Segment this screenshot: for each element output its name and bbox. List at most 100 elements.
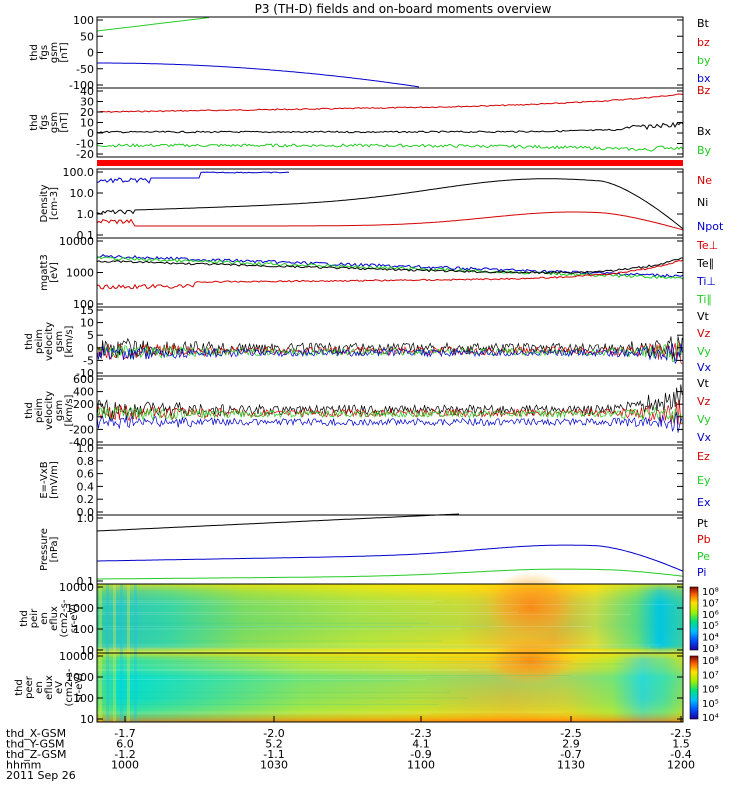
legend-pe: Pe (697, 550, 710, 563)
legend-te⊥: Te⊥ (696, 239, 718, 252)
panel-peer-data (97, 637, 683, 722)
y-axis-label: thd peim velocity gsm [km/s] (24, 391, 75, 430)
y-label-line: peir (29, 608, 40, 628)
series-vy (96, 341, 683, 363)
series-by (96, 17, 210, 32)
y-tick-label: 20 (80, 106, 94, 119)
panel-frame (96, 168, 684, 239)
y-label-line: peim (34, 329, 45, 354)
colorbar-tick-label: 10⁵ (702, 699, 719, 710)
legend-bz: Bz (697, 84, 711, 97)
y-tick-label: 0.4 (77, 480, 95, 493)
legend-bz: bz (697, 36, 710, 49)
panel-frame (96, 16, 684, 89)
y-label-line: Density (39, 184, 50, 222)
y-tick-label: 0.2 (77, 493, 95, 506)
y-tick-label: 600 (73, 373, 94, 386)
panel-fgs: 100 50 0 -50 -100 thd fgs gsm [nT] Bt bz by bx (29, 14, 711, 92)
y-label-line: fgs (39, 115, 50, 130)
x-tick-label: -2.3 (410, 727, 431, 740)
legend-pi: Pi (697, 566, 706, 579)
y-label-line: [km/s] (64, 394, 75, 426)
y-tick-label: -100 (69, 79, 94, 92)
panel-temp: 10000 1000 100 mgatt3 [eV] Te⊥ Te∥ Ti⊥ Ti∥ (39, 235, 718, 311)
legend-ti∥: Ti∥ (696, 293, 712, 306)
series-vz (96, 340, 683, 365)
y-tick-label: -5 (83, 354, 94, 367)
y-label-line: [cm-3] (49, 187, 60, 220)
y-tick-label: 1000 (66, 267, 94, 280)
y-label-line: [nT] (59, 112, 70, 132)
y-label-line: thd (29, 44, 40, 61)
spectrogram-column (120, 584, 123, 653)
y-label-line: eV (54, 681, 65, 694)
legend-bt: Bt (697, 17, 710, 30)
colorbar-tick-label: 10⁶ (702, 610, 719, 621)
y-tick-label: 100 (73, 623, 94, 636)
y-tick-label: 100.0 (63, 166, 95, 179)
series-ti-par (96, 256, 684, 280)
y-label-line: Pressure (39, 528, 50, 571)
spectrogram-column (106, 584, 109, 653)
series-npot (96, 171, 290, 184)
y-label-line: eflux (44, 675, 55, 700)
y-tick-label: 0 (87, 127, 94, 140)
series-pi (97, 544, 684, 572)
y-label-line: thd (24, 402, 35, 419)
y-tick-label: -10 (76, 138, 94, 151)
y-tick-label: 100 (73, 14, 94, 27)
y-label-line: (cm2-s- (64, 668, 75, 706)
y-axis-label: Density [cm-3] (39, 184, 60, 222)
spectrogram-column (113, 584, 116, 653)
data-gap-bar (97, 160, 683, 166)
panel-frame (96, 652, 684, 723)
y-tick-label: 50 (80, 30, 94, 43)
x-tick-label: 1000 (111, 759, 139, 772)
y-label-line: en (34, 681, 45, 694)
x-tick-label: -2.5 (670, 727, 691, 740)
legend-ne: Ne (697, 174, 712, 187)
colorbar-tick-label: 10⁸ (702, 656, 719, 667)
y-label-line: thd (24, 333, 35, 350)
x-axis-table: -1.76.0-1.21000-2.05.2-1.11030-2.34.1-0.… (6, 716, 695, 782)
series-vx (96, 411, 683, 433)
x-tick-label: -2.5 (560, 727, 581, 740)
y-tick-label: 10000 (59, 235, 94, 248)
y-label-line: [km/s] (64, 325, 75, 357)
y-axis-label: thd fgs gsm [nT] (29, 112, 70, 133)
y-label-line: peim (34, 398, 45, 423)
panel-frame (96, 514, 684, 585)
legend-ex: Ex (697, 496, 711, 509)
series-pe (97, 568, 684, 580)
panel-temp-data (96, 254, 684, 290)
legend-vt: Vt (697, 310, 710, 323)
series-vx (96, 343, 683, 365)
y-tick-label: 5 (87, 329, 94, 342)
y-label-line: peer (24, 675, 35, 699)
y-tick-label: 1.0 (77, 208, 95, 221)
spectrogram-hotspot (483, 571, 578, 641)
x-row-label: thd_Z-GSM (6, 748, 66, 761)
y-axis-label: thd peim velocity gsm [km/s] (24, 322, 75, 361)
panel-vel_e-data (96, 336, 683, 365)
panel-frame (96, 306, 684, 377)
x-tick-label: 1100 (407, 759, 435, 772)
y-tick-label: 0.1 (77, 575, 95, 588)
x-tick-label: -1.1 (263, 748, 284, 761)
y-axis-label: thd peer en eflux eV (cm2-s-sr-eV) (14, 668, 85, 706)
y-label-line: gsm (54, 400, 65, 421)
y-tick-label: 0.6 (77, 468, 95, 481)
y-label-line: gsm (54, 331, 65, 352)
legend-vx: Vx (697, 431, 712, 444)
panel-frame (96, 444, 684, 516)
legend-vy: Vy (697, 345, 711, 358)
y-tick-label: 0 (87, 342, 94, 355)
colorbar-tick-label: 10³ (702, 644, 719, 655)
y-label-line: E=-VxB (39, 461, 50, 498)
spectrogram-column (120, 653, 123, 722)
colorbar-gradient (689, 655, 699, 720)
y-tick-label: 10000 (59, 581, 94, 594)
legend-bx: Bx (697, 125, 712, 138)
